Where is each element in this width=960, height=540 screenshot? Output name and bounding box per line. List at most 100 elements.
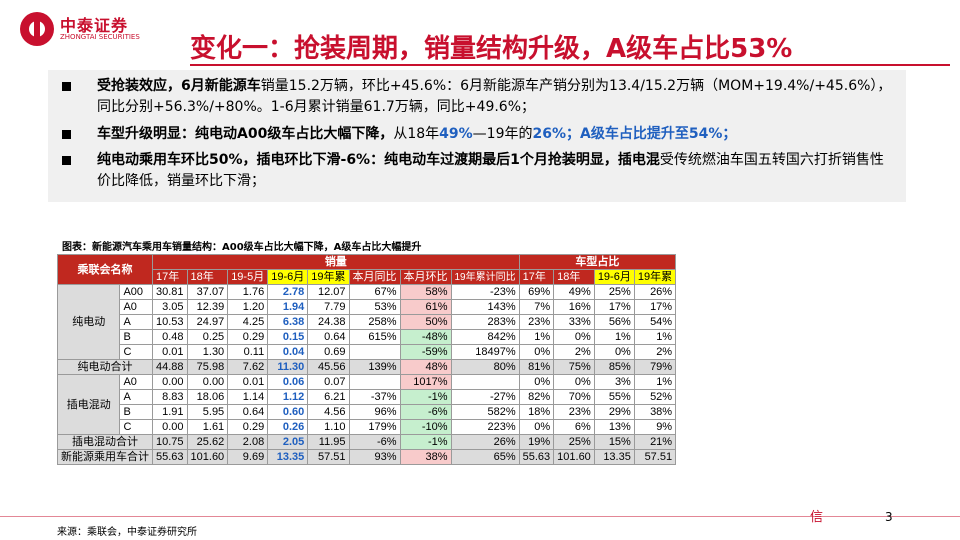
table-cell: 81% xyxy=(518,359,555,375)
table-cell: -59% xyxy=(399,344,452,360)
table-cell: 13.35 xyxy=(593,449,635,465)
table-cell: 223% xyxy=(450,419,520,435)
table-cell: 258% xyxy=(348,314,401,330)
table-cell: 0.06 xyxy=(267,374,309,390)
table-cell: 12.39 xyxy=(186,299,229,315)
table-row: C 0.00 1.61 0.29 0.26 1.10 179% -10% 223% 0% 6% 13%… xyxy=(58,419,677,435)
table-cell: 101.60 xyxy=(186,449,229,465)
table-cell: 101.60 xyxy=(553,449,595,465)
table-cell: 1.94 xyxy=(267,299,309,315)
table-cell: 55.63 xyxy=(152,449,188,465)
table-caption: 图表：新能源汽车乘用车销量结构：A00级车占比大幅下降，A级车占比大幅提升 xyxy=(62,242,422,253)
table-cell: 56% xyxy=(593,314,635,330)
column-header: 19-6月 xyxy=(267,269,309,285)
table-cell: 1% xyxy=(633,329,677,345)
table-cell: 0% xyxy=(518,419,555,435)
table-cell: -27% xyxy=(450,389,520,405)
company-logo: 中泰证券 ZHONGTAI SECURITIES xyxy=(20,10,170,50)
table-cell: 7.62 xyxy=(227,359,269,375)
table-cell: 25% xyxy=(553,434,595,450)
table-cell: 0.00 xyxy=(186,374,229,390)
table-cell: 17% xyxy=(633,299,677,315)
table-cell: 3.05 xyxy=(152,299,188,315)
table-cell: 57.51 xyxy=(633,449,677,465)
column-header: 19-5月 xyxy=(227,269,269,285)
column-header: 本月环比 xyxy=(399,269,452,285)
table-cell: 18% xyxy=(518,404,555,420)
table-cell: 9% xyxy=(633,419,677,435)
table-cell: 0.11 xyxy=(227,344,269,360)
column-header: 乘联会名称 xyxy=(57,254,153,285)
sales-table: 乘联会名称 销量 车型占比 17年 18年 19-5月 19-6月 19年累 本月同比 本月环比 1… xyxy=(56,254,677,465)
table-cell: 0.29 xyxy=(227,329,269,345)
table-cell: 615% xyxy=(348,329,401,345)
table-cell: 3% xyxy=(593,374,635,390)
table-cell: 80% xyxy=(450,359,520,375)
table-row: A0 3.05 12.39 1.20 1.94 7.79 53% 61% 143% 7% 16% 17… xyxy=(58,299,677,315)
table-cell: 1% xyxy=(633,374,677,390)
row-label: A xyxy=(119,389,153,405)
table-cell: 1.14 xyxy=(227,389,269,405)
square-bullet-icon xyxy=(62,82,71,91)
table-cell: 49% xyxy=(553,284,595,300)
bullet-bold: 纯电动乘用车环比50%，插电环比下滑-6%：纯电动车过渡期最后1个月抢装明显，插… xyxy=(97,152,660,168)
table-cell: 179% xyxy=(348,419,401,435)
table-cell: 0.60 xyxy=(267,404,309,420)
group-header: 车型占比 xyxy=(518,254,677,270)
table-cell: 18497% xyxy=(450,344,520,360)
table-cell: 283% xyxy=(450,314,520,330)
table-cell: 53% xyxy=(348,299,401,315)
table-cell: -6% xyxy=(399,404,452,420)
table-cell: 1.30 xyxy=(186,344,229,360)
total-label: 插电混动合计 xyxy=(57,434,153,450)
table-cell: 18.06 xyxy=(186,389,229,405)
column-header: 18年 xyxy=(186,269,229,285)
table-cell: 25% xyxy=(593,284,635,300)
column-header: 19年累 xyxy=(307,269,350,285)
table-cell: 13.35 xyxy=(267,449,309,465)
table-cell: 44.88 xyxy=(152,359,188,375)
table-cell xyxy=(348,344,401,360)
bullet-bold: 受抢装效应，6月新能源车 xyxy=(97,78,261,94)
source-note: 来源：乘联会，中泰证券研究所 xyxy=(57,527,197,538)
table-cell: 0% xyxy=(553,329,595,345)
table-grand-total-row: 新能源乘用车合计 55.63 101.60 9.69 13.35 57.51 93% 38% 6… xyxy=(57,449,677,465)
table-cell: 13% xyxy=(593,419,635,435)
row-label: C xyxy=(119,344,153,360)
table-cell: 0% xyxy=(518,374,555,390)
table-cell: 85% xyxy=(593,359,635,375)
table-cell: 0.07 xyxy=(307,374,350,390)
group-header: 销量 xyxy=(152,254,520,270)
table-cell: -48% xyxy=(399,329,452,345)
sales-structure-table: 乘联会名称 销量 车型占比 17年 18年 19-5月 19-6月 19年累 本月同比 本月环比 1… xyxy=(56,254,677,465)
table-cell: 0.01 xyxy=(152,344,188,360)
square-bullet-icon xyxy=(62,156,71,165)
table-cell: 1.20 xyxy=(227,299,269,315)
table-cell: 70% xyxy=(553,389,595,405)
table-cell: 21% xyxy=(633,434,677,450)
table-cell: 75.98 xyxy=(186,359,229,375)
total-label: 新能源乘用车合计 xyxy=(57,449,153,465)
table-cell: 25.62 xyxy=(186,434,229,450)
row-label: B xyxy=(119,404,153,420)
table-cell: 48% xyxy=(399,359,452,375)
table-cell: 24.38 xyxy=(307,314,350,330)
table-cell: 26% xyxy=(450,434,520,450)
table-cell: 96% xyxy=(348,404,401,420)
table-cell: 1% xyxy=(518,329,555,345)
table-cell: 1017% xyxy=(399,374,452,390)
table-cell: -23% xyxy=(450,284,520,300)
table-cell: 23% xyxy=(518,314,555,330)
bullet-text: 销量15.2万辆，环比+45.6%：6月新能源车产销分别为13.4/15.2万辆… xyxy=(97,78,892,115)
table-cell: 0.64 xyxy=(307,329,350,345)
table-cell xyxy=(450,374,520,390)
table-cell: 38% xyxy=(399,449,452,465)
table-cell: 1.91 xyxy=(152,404,188,420)
bullet-text: 受传统燃油车国五转国六打折销售性价比降低，销量环比下滑； xyxy=(97,152,884,189)
table-row: C 0.01 1.30 0.11 0.04 0.69 -59% 18497% 0% 2% 0% 2% xyxy=(58,344,677,360)
highlight-value: 49% xyxy=(439,126,473,142)
table-cell: 65% xyxy=(450,449,520,465)
table-cell: 67% xyxy=(348,284,401,300)
table-cell: 24.97 xyxy=(186,314,229,330)
table-cell: 1.10 xyxy=(307,419,350,435)
